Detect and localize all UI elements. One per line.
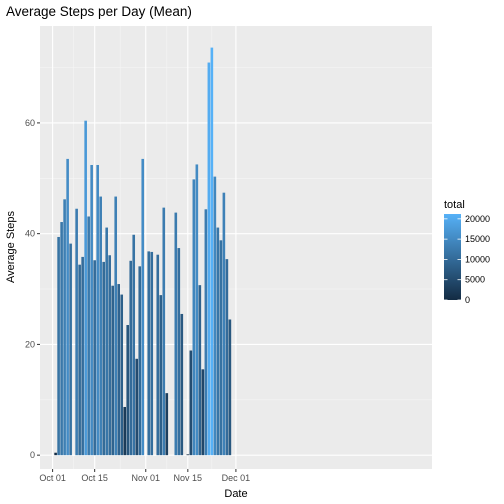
bar xyxy=(120,294,124,456)
bar xyxy=(60,222,63,456)
bar xyxy=(192,179,196,456)
bar xyxy=(177,248,181,456)
x-tick-label: Nov 15 xyxy=(174,473,203,483)
bar xyxy=(57,236,60,456)
bar xyxy=(96,164,99,456)
bar xyxy=(114,196,118,456)
bar xyxy=(162,207,166,456)
legend-tick-label: 20000 xyxy=(465,214,490,224)
bar xyxy=(210,47,214,456)
bar xyxy=(150,251,154,456)
bar xyxy=(132,234,136,456)
bar xyxy=(201,369,205,456)
bar xyxy=(228,319,232,456)
bar xyxy=(204,209,208,456)
bars-group xyxy=(54,47,232,456)
bar xyxy=(78,264,81,456)
bar xyxy=(66,158,69,456)
bar xyxy=(159,295,163,456)
y-tick-label: 60 xyxy=(25,118,35,128)
bar xyxy=(81,256,84,456)
bar xyxy=(174,212,178,456)
x-axis-title: Date xyxy=(224,488,247,500)
y-axis-title: Average Steps xyxy=(5,211,17,283)
legend-tick-label: 0 xyxy=(465,295,470,305)
chart-title: Average Steps per Day (Mean) xyxy=(6,4,192,19)
bar xyxy=(117,284,121,456)
legend-tick-label: 15000 xyxy=(465,234,490,244)
bar xyxy=(84,120,87,456)
y-axis: 0 20 40 60 xyxy=(25,118,40,460)
y-tick-label: 0 xyxy=(30,450,35,460)
legend-colorbar xyxy=(444,214,461,300)
bar xyxy=(111,285,114,456)
bar xyxy=(213,176,217,456)
legend-tick-label: 10000 xyxy=(465,254,490,264)
bar xyxy=(87,216,90,456)
bar xyxy=(141,158,145,456)
bar xyxy=(222,192,226,456)
bar xyxy=(186,454,190,456)
x-tick-label: Nov 01 xyxy=(131,473,160,483)
bar xyxy=(54,452,57,456)
bar xyxy=(189,350,193,456)
legend-ticks: 0 5000 10000 15000 20000 xyxy=(444,214,490,305)
bar xyxy=(108,255,111,456)
bar xyxy=(195,164,199,456)
x-axis: Oct 01 Oct 15 Nov 01 Nov 15 Dec 01 xyxy=(39,469,250,483)
bar xyxy=(165,393,169,456)
bar xyxy=(69,243,72,456)
bar xyxy=(180,313,184,456)
bar xyxy=(126,325,130,456)
bar xyxy=(225,259,229,456)
bar xyxy=(207,62,211,456)
legend: total 0 5000 10000 15000 20000 xyxy=(444,199,490,305)
x-tick-label: Oct 01 xyxy=(39,473,66,483)
y-tick-label: 20 xyxy=(25,339,35,349)
bar xyxy=(102,261,105,456)
bar xyxy=(129,260,133,456)
bar xyxy=(63,199,66,456)
bar xyxy=(135,358,139,456)
y-tick-label: 40 xyxy=(25,229,35,239)
bar xyxy=(147,251,151,456)
bar xyxy=(93,260,96,456)
bar xyxy=(216,227,220,456)
bar xyxy=(198,285,202,456)
bar xyxy=(156,254,160,456)
bar xyxy=(105,227,108,456)
bar xyxy=(75,208,78,456)
bar xyxy=(90,164,93,456)
legend-title: total xyxy=(444,199,465,211)
bar xyxy=(219,240,223,456)
bar xyxy=(138,266,142,456)
bar xyxy=(99,196,102,456)
x-tick-label: Dec 01 xyxy=(222,473,251,483)
x-tick-label: Oct 15 xyxy=(81,473,108,483)
bar xyxy=(123,406,127,456)
legend-tick-label: 5000 xyxy=(465,275,485,285)
